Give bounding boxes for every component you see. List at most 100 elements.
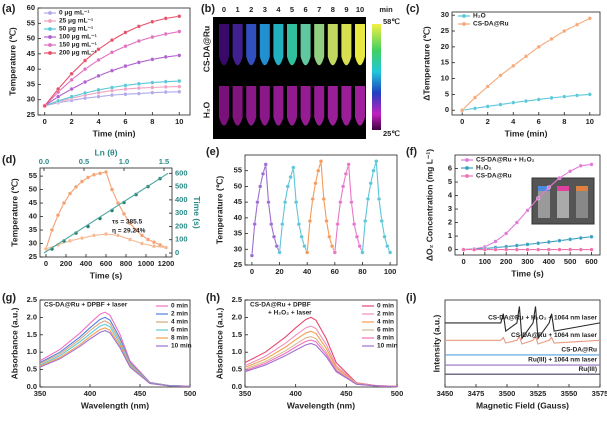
x-tick-label: 10 <box>175 117 183 126</box>
column-label: 9 <box>344 5 348 14</box>
y-tick-label: 0 <box>448 245 452 254</box>
panel-label: (g) <box>2 292 16 304</box>
y-axis-title: Absorbance (a.u.) <box>9 307 19 379</box>
marker <box>578 163 583 168</box>
x-tick-label: 8 <box>150 117 154 126</box>
plot-frame <box>37 7 191 116</box>
marker <box>133 227 139 233</box>
x-tick-label: 6 <box>123 117 127 126</box>
x-tick-label: 100 <box>479 257 492 266</box>
marker <box>335 222 340 227</box>
x-tick-label: 1000 <box>138 259 155 268</box>
marker <box>163 16 168 21</box>
marker <box>472 95 478 100</box>
y-tick-label: 2.5 <box>232 295 242 304</box>
marker <box>514 220 519 225</box>
column-label: 3 <box>263 5 267 14</box>
marker <box>536 247 541 252</box>
x-axis-title: Magnetic Field (Gauss) <box>476 400 569 410</box>
annotation: CS-DA@Ru + DPBF + laser <box>44 302 128 309</box>
series-line <box>279 167 308 253</box>
marker <box>504 247 509 252</box>
y-tick-label: 15 <box>441 58 449 67</box>
tube <box>259 86 270 126</box>
legend-marker <box>48 35 52 39</box>
y-tick-label: 55 <box>29 171 37 180</box>
marker <box>123 44 128 49</box>
marker <box>294 200 299 205</box>
marker <box>136 60 141 65</box>
y-tick-label: 25 <box>441 26 449 35</box>
x-tick-label: 4 <box>511 117 516 126</box>
marker <box>374 159 379 164</box>
legend-marker <box>48 11 52 15</box>
marker <box>109 85 115 90</box>
column-label: 2 <box>249 5 253 14</box>
legend-marker <box>48 19 52 23</box>
marker <box>266 200 271 205</box>
marker <box>109 68 115 73</box>
marker <box>514 243 519 248</box>
marker <box>472 247 477 252</box>
y-tick-label: 1.0 <box>232 347 242 356</box>
marker <box>255 200 260 205</box>
marker <box>49 227 55 233</box>
marker <box>291 165 296 170</box>
y-tick-label: 2.0 <box>232 312 242 321</box>
marker <box>511 100 516 105</box>
marker <box>525 208 530 213</box>
y-tick-label: 50 <box>29 185 37 194</box>
marker <box>280 222 285 227</box>
legend-label: 10 min <box>377 343 398 350</box>
x-axis-title: Wavelength (nm) <box>287 400 355 410</box>
marker <box>85 175 91 180</box>
panel-label: (b) <box>201 3 215 15</box>
marker <box>67 238 73 243</box>
x-tick-label: 6 <box>537 117 541 126</box>
marker <box>260 171 266 176</box>
legend-marker <box>462 14 466 18</box>
x-tick-label: 800 <box>120 259 133 268</box>
y-tick-label: 1.0 <box>27 347 37 356</box>
marker <box>343 171 348 176</box>
y2-tick-label: 400 <box>175 195 188 204</box>
x-tick-label: 500 <box>184 389 197 398</box>
marker <box>589 234 594 239</box>
annotation: τs = 385.5 <box>112 219 143 226</box>
legend-marker <box>462 22 466 26</box>
marker <box>578 247 583 252</box>
x-tick-label: 0 <box>461 257 465 266</box>
marker <box>91 233 97 238</box>
marker <box>96 57 101 63</box>
series-line <box>445 335 601 345</box>
marker <box>296 222 301 227</box>
series-line <box>334 164 363 253</box>
marker <box>83 67 88 72</box>
y-tick-label: 2.5 <box>27 295 37 304</box>
marker <box>79 179 85 184</box>
y-tick-label: 2.0 <box>27 312 37 321</box>
marker <box>83 58 88 63</box>
marker <box>139 233 145 238</box>
marker <box>123 64 128 69</box>
marker <box>56 86 61 92</box>
x-tick-label: 80 <box>358 267 366 276</box>
series-line <box>306 161 336 253</box>
marker <box>357 244 362 249</box>
series-line <box>244 325 398 387</box>
y-axis-title: Absorbance (a.u.) <box>214 307 224 379</box>
y-tick-label: 40 <box>234 213 242 222</box>
x-tick-label: 3475 <box>468 389 485 398</box>
y-axis-title: Temperature (℃) <box>214 176 224 245</box>
y-tick-label: 50 <box>27 34 35 43</box>
y-tick-label: 30 <box>234 244 242 253</box>
marker <box>177 89 182 94</box>
marker <box>67 191 73 196</box>
legend-label: 10 min <box>171 343 192 350</box>
x-tick-label: 500 <box>391 389 404 398</box>
marker <box>299 234 304 239</box>
y-tick-label: 30 <box>27 95 35 104</box>
marker <box>150 57 155 62</box>
tube <box>341 86 352 126</box>
marker <box>127 237 133 242</box>
